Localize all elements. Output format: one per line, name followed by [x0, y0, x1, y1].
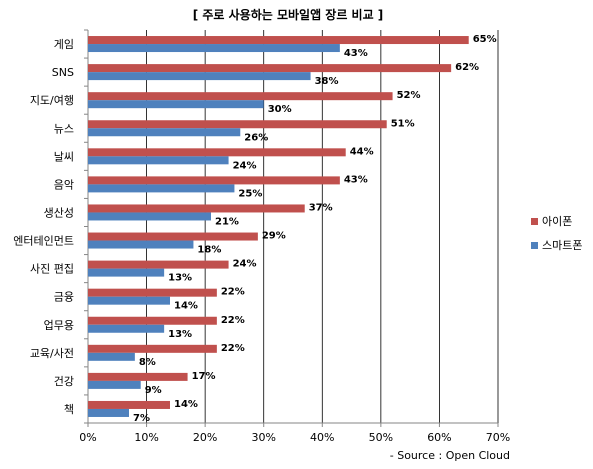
bar-smartphone: [88, 128, 241, 137]
bar-iphone: [88, 288, 217, 297]
bar-smartphone: [88, 268, 165, 277]
category-label: 엔터테인먼트: [13, 235, 74, 248]
data-label: 29%: [262, 231, 286, 242]
category-label: 책: [64, 403, 74, 416]
bar-smartphone: [88, 324, 165, 333]
bar-iphone: [88, 260, 229, 269]
data-label: 37%: [309, 202, 333, 213]
data-label: 24%: [233, 259, 257, 270]
data-label: 8%: [139, 357, 156, 368]
data-label: 30%: [268, 104, 292, 115]
category-label: 사진 편집: [30, 263, 74, 276]
bar-iphone: [88, 344, 217, 353]
data-label: 13%: [168, 329, 192, 340]
data-label: 7%: [133, 413, 150, 424]
category-label: 지도/여행: [30, 94, 74, 107]
data-label: 9%: [145, 385, 162, 396]
bar-iphone: [88, 64, 452, 73]
bar-iphone: [88, 204, 305, 213]
bar-iphone: [88, 232, 258, 241]
data-label: 22%: [221, 343, 245, 354]
category-label: 건강: [54, 375, 74, 388]
x-tick-label: 10%: [134, 431, 158, 444]
bar-smartphone: [88, 72, 311, 81]
category-label: 생산성: [44, 206, 74, 219]
bar-iphone: [88, 36, 469, 45]
chart-title: [ 주로 사용하는 모바일앱 장르 비교 ]: [193, 7, 384, 22]
x-tick-label: 60%: [427, 431, 451, 444]
legend-label: 아이폰: [542, 215, 572, 228]
category-label: 게임: [54, 38, 74, 51]
bar-smartphone: [88, 352, 135, 361]
data-label: 14%: [174, 301, 198, 312]
category-label: 음악: [54, 178, 74, 191]
data-label: 21%: [215, 216, 239, 227]
bar-smartphone: [88, 380, 141, 389]
data-label: 43%: [344, 174, 368, 185]
source-note: - Source : Open Cloud: [390, 449, 510, 462]
data-label: 18%: [197, 245, 221, 256]
category-label: 날씨: [54, 150, 74, 163]
category-label: SNS: [52, 66, 74, 79]
category-label: 뉴스: [54, 122, 74, 135]
category-label: 금융: [54, 291, 74, 304]
data-label: 22%: [221, 315, 245, 326]
bar-iphone: [88, 92, 393, 101]
x-tick-label: 20%: [193, 431, 217, 444]
data-label: 51%: [391, 118, 415, 129]
bar-iphone: [88, 176, 340, 185]
x-tick-label: 50%: [369, 431, 393, 444]
data-label: 44%: [350, 146, 374, 157]
legend-label: 스마트폰: [542, 239, 582, 252]
bar-smartphone: [88, 44, 340, 53]
category-label: 교육/사전: [30, 347, 74, 360]
data-label: 13%: [168, 273, 192, 284]
bar-iphone: [88, 400, 170, 409]
bar-smartphone: [88, 408, 129, 417]
bar-smartphone: [88, 100, 264, 109]
bar-smartphone: [88, 156, 229, 165]
data-label: 22%: [221, 287, 245, 298]
bar-iphone: [88, 148, 346, 157]
bar-smartphone: [88, 184, 235, 193]
data-label: 26%: [244, 132, 268, 143]
bar-smartphone: [88, 240, 194, 249]
legend-swatch: [531, 218, 538, 225]
data-label: 14%: [174, 399, 198, 410]
data-label: 43%: [344, 48, 368, 59]
data-label: 52%: [397, 90, 421, 101]
bar-smartphone: [88, 296, 170, 305]
data-labels: 65% 43% 62% 38% 52% 30% 51% 26% 44% 24% 43% 25% 37% 2…: [133, 34, 497, 424]
category-label: 업무용: [44, 319, 74, 332]
x-tick-label: 40%: [310, 431, 334, 444]
x-tick-labels: 0% 10% 20% 30% 40% 50% 60% 70%: [79, 431, 510, 444]
data-label: 25%: [238, 188, 262, 199]
bar-iphone: [88, 120, 387, 129]
legend-swatch: [531, 242, 538, 249]
data-label: 62%: [455, 62, 479, 73]
bar-iphone: [88, 316, 217, 325]
x-tick-label: 0%: [79, 431, 96, 444]
data-label: 24%: [233, 160, 257, 171]
x-tick-label: 30%: [251, 431, 275, 444]
bar-smartphone: [88, 212, 211, 221]
data-label: 65%: [473, 34, 497, 45]
data-label: 17%: [192, 371, 216, 382]
bars: [88, 36, 469, 417]
x-tick-label: 70%: [486, 431, 510, 444]
data-label: 38%: [315, 76, 339, 87]
bar-iphone: [88, 372, 188, 381]
